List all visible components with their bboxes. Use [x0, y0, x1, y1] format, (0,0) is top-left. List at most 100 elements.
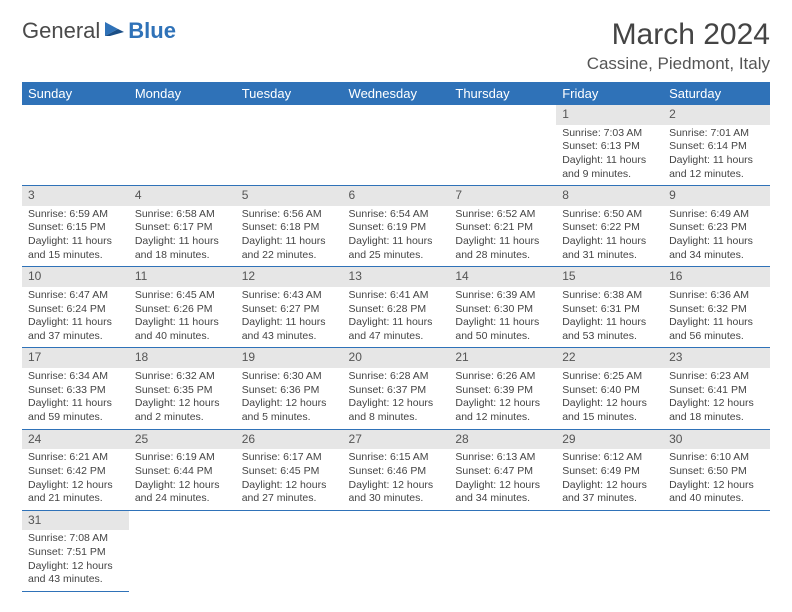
- day-body: Sunrise: 6:45 AMSunset: 6:26 PMDaylight:…: [133, 289, 232, 344]
- calendar-cell: 31Sunrise: 7:08 AMSunset: 7:51 PMDayligh…: [22, 510, 129, 591]
- day-number: 13: [343, 267, 450, 287]
- day-body: Sunrise: 6:49 AMSunset: 6:23 PMDaylight:…: [667, 208, 766, 263]
- calendar-cell-empty: [343, 510, 450, 591]
- sunrise-text: Sunrise: 6:32 AM: [135, 370, 230, 384]
- calendar-cell: 18Sunrise: 6:32 AMSunset: 6:35 PMDayligh…: [129, 348, 236, 429]
- calendar-cell-empty: [236, 105, 343, 186]
- daylight-text: Daylight: 12 hours and 15 minutes.: [562, 397, 657, 424]
- weekday-header: Saturday: [663, 82, 770, 105]
- day-number: 25: [129, 430, 236, 450]
- daylight-text: Daylight: 12 hours and 21 minutes.: [28, 479, 123, 506]
- daylight-text: Daylight: 11 hours and 50 minutes.: [455, 316, 550, 343]
- calendar-cell: 22Sunrise: 6:25 AMSunset: 6:40 PMDayligh…: [556, 348, 663, 429]
- daylight-text: Daylight: 12 hours and 8 minutes.: [349, 397, 444, 424]
- daylight-text: Daylight: 11 hours and 53 minutes.: [562, 316, 657, 343]
- day-body: Sunrise: 6:25 AMSunset: 6:40 PMDaylight:…: [560, 370, 659, 425]
- day-number: 4: [129, 186, 236, 206]
- calendar-cell: 23Sunrise: 6:23 AMSunset: 6:41 PMDayligh…: [663, 348, 770, 429]
- daylight-text: Daylight: 12 hours and 37 minutes.: [562, 479, 657, 506]
- daylight-text: Daylight: 12 hours and 30 minutes.: [349, 479, 444, 506]
- day-body: Sunrise: 6:34 AMSunset: 6:33 PMDaylight:…: [26, 370, 125, 425]
- sunset-text: Sunset: 6:50 PM: [669, 465, 764, 479]
- sunrise-text: Sunrise: 6:38 AM: [562, 289, 657, 303]
- sunset-text: Sunset: 6:17 PM: [135, 221, 230, 235]
- calendar-cell-empty: [449, 105, 556, 186]
- sunrise-text: Sunrise: 6:10 AM: [669, 451, 764, 465]
- sunset-text: Sunset: 6:23 PM: [669, 221, 764, 235]
- day-number: 16: [663, 267, 770, 287]
- sunset-text: Sunset: 6:13 PM: [562, 140, 657, 154]
- daylight-text: Daylight: 11 hours and 34 minutes.: [669, 235, 764, 262]
- day-body: Sunrise: 7:03 AMSunset: 6:13 PMDaylight:…: [560, 127, 659, 182]
- month-title: March 2024: [587, 18, 770, 52]
- calendar-cell-empty: [22, 105, 129, 186]
- sunrise-text: Sunrise: 6:17 AM: [242, 451, 337, 465]
- daylight-text: Daylight: 12 hours and 34 minutes.: [455, 479, 550, 506]
- calendar-row: 1Sunrise: 7:03 AMSunset: 6:13 PMDaylight…: [22, 105, 770, 186]
- sunset-text: Sunset: 6:28 PM: [349, 303, 444, 317]
- day-body: Sunrise: 6:13 AMSunset: 6:47 PMDaylight:…: [453, 451, 552, 506]
- calendar-cell: 24Sunrise: 6:21 AMSunset: 6:42 PMDayligh…: [22, 429, 129, 510]
- logo: General Blue: [22, 18, 176, 44]
- daylight-text: Daylight: 11 hours and 59 minutes.: [28, 397, 123, 424]
- calendar-cell: 30Sunrise: 6:10 AMSunset: 6:50 PMDayligh…: [663, 429, 770, 510]
- sunrise-text: Sunrise: 6:13 AM: [455, 451, 550, 465]
- sunset-text: Sunset: 6:37 PM: [349, 384, 444, 398]
- daylight-text: Daylight: 11 hours and 56 minutes.: [669, 316, 764, 343]
- day-body: Sunrise: 6:30 AMSunset: 6:36 PMDaylight:…: [240, 370, 339, 425]
- weekday-header: Sunday: [22, 82, 129, 105]
- daylight-text: Daylight: 11 hours and 15 minutes.: [28, 235, 123, 262]
- daylight-text: Daylight: 11 hours and 25 minutes.: [349, 235, 444, 262]
- sunset-text: Sunset: 6:14 PM: [669, 140, 764, 154]
- daylight-text: Daylight: 12 hours and 18 minutes.: [669, 397, 764, 424]
- day-number: 22: [556, 348, 663, 368]
- sunset-text: Sunset: 6:32 PM: [669, 303, 764, 317]
- calendar-cell: 3Sunrise: 6:59 AMSunset: 6:15 PMDaylight…: [22, 186, 129, 267]
- sunrise-text: Sunrise: 7:08 AM: [28, 532, 123, 546]
- day-number: 21: [449, 348, 556, 368]
- sunset-text: Sunset: 6:49 PM: [562, 465, 657, 479]
- sunrise-text: Sunrise: 6:49 AM: [669, 208, 764, 222]
- calendar-cell-empty: [236, 510, 343, 591]
- sunrise-text: Sunrise: 6:34 AM: [28, 370, 123, 384]
- day-number: 26: [236, 430, 343, 450]
- sunset-text: Sunset: 6:45 PM: [242, 465, 337, 479]
- calendar-cell: 27Sunrise: 6:15 AMSunset: 6:46 PMDayligh…: [343, 429, 450, 510]
- weekday-header: Friday: [556, 82, 663, 105]
- flag-icon: [104, 18, 126, 44]
- day-number: 5: [236, 186, 343, 206]
- sunrise-text: Sunrise: 6:21 AM: [28, 451, 123, 465]
- day-body: Sunrise: 6:56 AMSunset: 6:18 PMDaylight:…: [240, 208, 339, 263]
- calendar-cell: 1Sunrise: 7:03 AMSunset: 6:13 PMDaylight…: [556, 105, 663, 186]
- day-number: 10: [22, 267, 129, 287]
- day-body: Sunrise: 6:43 AMSunset: 6:27 PMDaylight:…: [240, 289, 339, 344]
- day-number: 20: [343, 348, 450, 368]
- calendar-cell: 16Sunrise: 6:36 AMSunset: 6:32 PMDayligh…: [663, 267, 770, 348]
- sunset-text: Sunset: 6:36 PM: [242, 384, 337, 398]
- sunset-text: Sunset: 6:18 PM: [242, 221, 337, 235]
- calendar-row: 3Sunrise: 6:59 AMSunset: 6:15 PMDaylight…: [22, 186, 770, 267]
- sunrise-text: Sunrise: 6:26 AM: [455, 370, 550, 384]
- day-number: 3: [22, 186, 129, 206]
- day-number: 18: [129, 348, 236, 368]
- calendar-cell: 13Sunrise: 6:41 AMSunset: 6:28 PMDayligh…: [343, 267, 450, 348]
- sunrise-text: Sunrise: 6:50 AM: [562, 208, 657, 222]
- day-number: 27: [343, 430, 450, 450]
- calendar-cell: 8Sunrise: 6:50 AMSunset: 6:22 PMDaylight…: [556, 186, 663, 267]
- sunrise-text: Sunrise: 6:30 AM: [242, 370, 337, 384]
- day-number: 30: [663, 430, 770, 450]
- daylight-text: Daylight: 11 hours and 31 minutes.: [562, 235, 657, 262]
- sunrise-text: Sunrise: 7:03 AM: [562, 127, 657, 141]
- sunrise-text: Sunrise: 6:45 AM: [135, 289, 230, 303]
- sunset-text: Sunset: 6:44 PM: [135, 465, 230, 479]
- calendar-cell: 2Sunrise: 7:01 AMSunset: 6:14 PMDaylight…: [663, 105, 770, 186]
- calendar-cell: 11Sunrise: 6:45 AMSunset: 6:26 PMDayligh…: [129, 267, 236, 348]
- sunrise-text: Sunrise: 6:41 AM: [349, 289, 444, 303]
- calendar-cell: 6Sunrise: 6:54 AMSunset: 6:19 PMDaylight…: [343, 186, 450, 267]
- day-body: Sunrise: 6:50 AMSunset: 6:22 PMDaylight:…: [560, 208, 659, 263]
- weekday-header-row: SundayMondayTuesdayWednesdayThursdayFrid…: [22, 82, 770, 105]
- day-body: Sunrise: 6:28 AMSunset: 6:37 PMDaylight:…: [347, 370, 446, 425]
- sunset-text: Sunset: 6:15 PM: [28, 221, 123, 235]
- sunset-text: Sunset: 6:46 PM: [349, 465, 444, 479]
- day-number: 8: [556, 186, 663, 206]
